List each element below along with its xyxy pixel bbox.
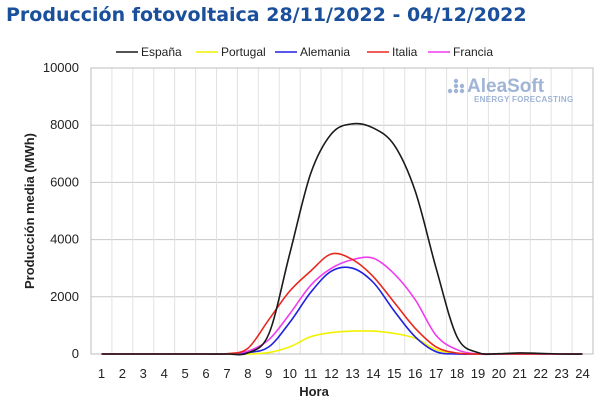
x-tick-label: 20 [492,366,506,381]
y-tick-label: 6000 [50,174,79,189]
x-tick-label: 13 [345,366,359,381]
x-axis-label: Hora [299,384,329,399]
x-tick-label: 19 [471,366,485,381]
legend: España Portugal Alemania Italia Francia [116,45,493,59]
x-tick-label: 24 [575,366,589,381]
y-axis-label: Producción media (MWh) [22,133,37,289]
logo-tagline: ENERGY FORECASTING [474,95,574,104]
x-tick-label: 22 [533,366,547,381]
x-tick-label: 23 [554,366,568,381]
plot-area [90,67,594,355]
x-tick-label: 6 [202,366,209,381]
y-tick-label: 10000 [43,60,79,75]
x-tick-label: 4 [161,366,168,381]
x-tick-label: 16 [408,366,422,381]
legend-label-espana: España [141,45,182,59]
series-lines [101,122,583,356]
series-line-espana [101,122,583,356]
y-axis-ticks: 0 2000 4000 6000 8000 10000 [43,60,79,361]
x-tick-label: 3 [140,366,147,381]
legend-label-alemania: Alemania [300,45,350,59]
logo-name: AleaSoft [467,76,545,97]
y-tick-label: 8000 [50,117,79,132]
x-tick-label: 5 [182,366,189,381]
x-tick-label: 9 [265,366,272,381]
chart-title: Producción fotovoltaica 28/11/2022 - 04/… [6,4,527,26]
y-tick-label: 2000 [50,289,79,304]
legend-label-italia: Italia [392,45,418,59]
legend-label-francia: Francia [453,45,493,59]
x-tick-label: 15 [387,366,401,381]
grid-lines [91,68,593,354]
x-tick-label: 18 [450,366,464,381]
x-tick-label: 17 [429,366,443,381]
x-tick-label: 14 [366,366,380,381]
x-tick-label: 8 [244,366,251,381]
x-tick-label: 21 [513,366,527,381]
x-tick-label: 2 [119,366,126,381]
y-tick-label: 0 [72,346,79,361]
legend-label-portugal: Portugal [221,45,266,59]
x-tick-label: 11 [304,366,318,381]
aleasoft-logo: AleaSoft ENERGY FORECASTING [447,76,574,104]
y-tick-label: 4000 [50,232,79,247]
x-tick-label: 10 [282,366,296,381]
x-tick-label: 12 [324,366,338,381]
x-tick-label: 1 [98,366,105,381]
x-axis-ticks: 1 2 3 4 5 6 7 8 9 10 11 12 13 14 15 16 17 18 19 20 21 22 23 24 [98,366,590,381]
x-tick-label: 7 [223,366,230,381]
